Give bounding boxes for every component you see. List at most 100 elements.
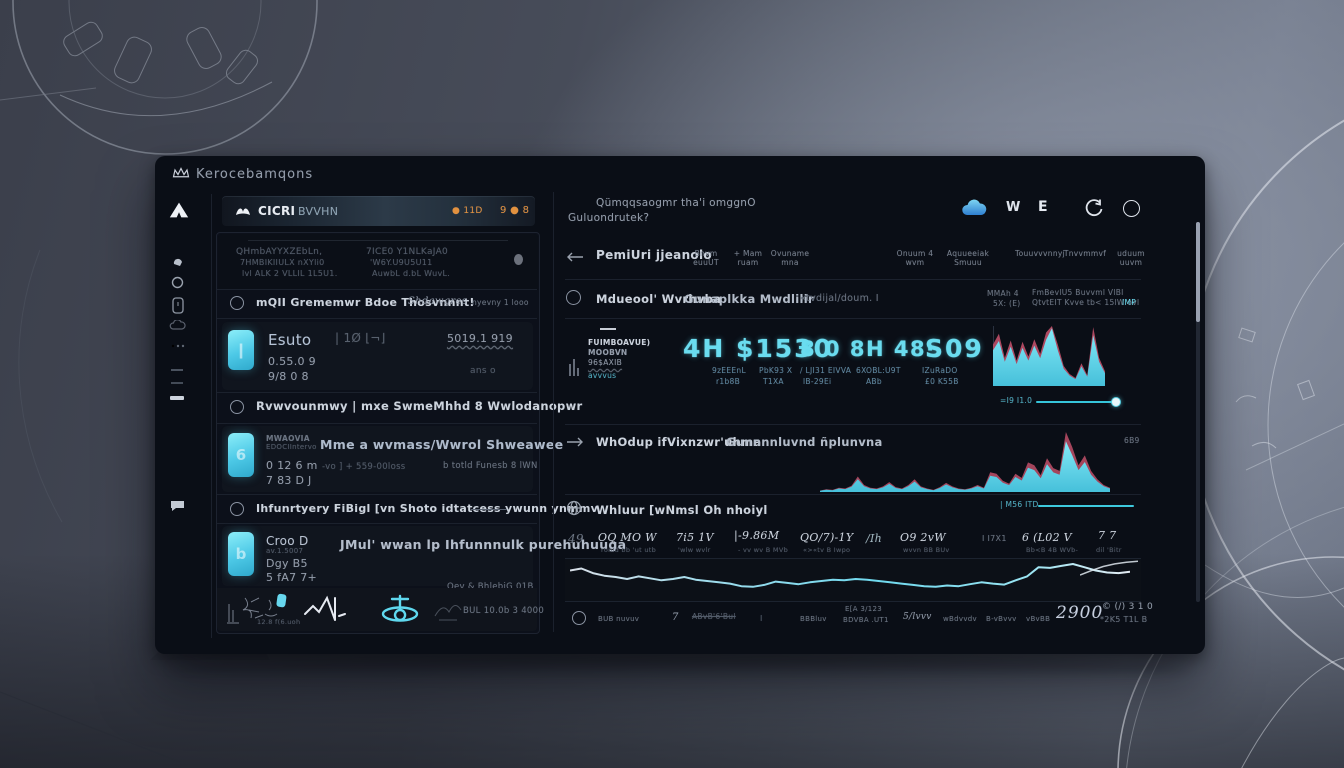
col-header-5[interactable]: Touuvvvnnyj (1014, 249, 1066, 258)
sidebar-item-circle-icon[interactable] (171, 276, 184, 289)
ministat-7-label: Bb<B 4B WVb- (1026, 546, 1079, 554)
back-arrow-icon[interactable] (566, 252, 584, 262)
row3-trailing-line (471, 509, 507, 510)
scrollbar-thumb[interactable] (1196, 222, 1200, 322)
row3-title[interactable]: Ihfunrtyery FiBigl [vn Shoto idtatcess y… (256, 502, 599, 515)
ministat-5-value: O9 2vW (900, 531, 946, 544)
footer-pair-top: E[A 3/123 (845, 605, 883, 613)
cloud-icon[interactable] (961, 199, 987, 217)
subrow-metric-b2: QtvtEIT Kvve tb< 15lW ovl (1032, 298, 1140, 307)
stat2-sub1a: / LJI31 EIVVA (800, 366, 852, 375)
list-row-3[interactable]: Ihfunrtyery FiBigl [vn Shoto idtatcess y… (217, 496, 598, 522)
subrow-note: «tvdijal/doum. I (800, 293, 879, 304)
table-title: PemiUri jjeanolo (596, 248, 712, 262)
col-header-2[interactable]: Ovuname mna (770, 249, 810, 267)
col-header-7[interactable]: uduum uuvm (1117, 249, 1145, 267)
left-footer-strip: 12.8 f(6.uoh BUL 10.0b 3 4000 (217, 588, 544, 631)
left-footer-meta: BUL 10.0b 3 4000 (463, 606, 545, 616)
list-row-1[interactable]: mQII Grememwr Bdoe Thosvnnnt! Shdawgres … (217, 290, 537, 317)
col-header-6[interactable]: Tnvvmmvf (1063, 249, 1107, 258)
sidebar-item-dots-icon[interactable] (171, 344, 185, 348)
footer-item-1: BUB nuvuv (598, 615, 640, 623)
stat-label-dash (600, 328, 616, 330)
profile-circle-icon[interactable] (1123, 200, 1140, 217)
preview-card[interactable]: QHmbAYYXZEbLn, 7HMBIKIIULX nXYli0 lvl AL… (218, 234, 538, 290)
search-bar[interactable]: CICRI BVVHN ● 11D 9 ● 8 (222, 196, 535, 226)
row3-legend-label: | M56 ITD (1000, 500, 1039, 509)
sidebar-item-dash2-icon[interactable] (171, 382, 183, 384)
search-badge-dots[interactable]: 9 ● 8 (500, 205, 530, 216)
nav-logo-icon[interactable] (168, 200, 190, 220)
col-header-0[interactable]: Bnvm euuUT (693, 249, 719, 267)
card3-name: Croo D (266, 534, 309, 548)
sidebar-item-active-icon[interactable] (170, 396, 184, 400)
preview-col2-line1: 7ICE0 Y1NLKaJA0 (366, 247, 449, 257)
preview-dot (514, 254, 523, 265)
sep (217, 494, 537, 495)
dashboard-window: Kerocebamqons CICRI BVVHN ● 11D 9 ● 8 QH… (155, 156, 1205, 654)
list-row-2[interactable]: Rvwvounmwy | mxe SwmeMhhd 8 Wwlodanopwr (217, 394, 582, 421)
ministat-5-label: wvvn BB BUv (903, 546, 950, 554)
search-query[interactable]: BVVHN (298, 205, 339, 218)
sep (565, 318, 1141, 319)
stat3-sub1a: IZuRaDO (922, 366, 958, 375)
faint-sketch-icon (434, 605, 462, 621)
row2-corner-value: 6B9 (1124, 436, 1140, 445)
app-card-1[interactable]: ❙ Esuto | 1Ø ⌊¬⌋ 0.55.0 9 9/8 0 8 5019.1… (222, 322, 533, 390)
row2-title[interactable]: WhOdup ifVixnzwr'uhma (596, 435, 762, 449)
app-card-3[interactable]: b Croo D av.1.5007 Dgy B5 5 fA7 7+ JMul'… (222, 526, 626, 586)
sidebar-item-blob-icon[interactable] (171, 255, 185, 267)
row1-radio-icon[interactable] (230, 296, 244, 310)
refresh-icon[interactable] (1083, 198, 1105, 218)
sidebar-item-device-icon[interactable] (172, 297, 184, 314)
stat2-sub2b: ABb (866, 377, 882, 386)
card3-value2: 5 fA7 7+ (266, 571, 318, 584)
right-header-line1: Qümqqsaogmr tha'i omggnO (596, 197, 756, 209)
subrow-name[interactable]: Mdueool' Wvrhvba (596, 292, 722, 306)
card1-value1: 0.55.0 9 (268, 355, 316, 368)
sep (217, 318, 537, 319)
row3-legend-line (1038, 505, 1134, 507)
scrollbar-track[interactable] (1196, 222, 1200, 602)
stat1-sub1b: r1b8B (716, 377, 741, 386)
sep (217, 423, 537, 424)
sep (565, 424, 1141, 425)
ministat-8-label: dil 'Bitr (1096, 546, 1122, 554)
forward-arrow-icon[interactable] (566, 437, 584, 447)
stat2-sub2a: 6XOBL:U9T (856, 366, 901, 375)
stat1-sub2b: T1XA (763, 377, 784, 386)
footer-circle-icon[interactable] (572, 611, 586, 625)
search-badge-count[interactable]: ● 11D (452, 206, 483, 216)
preview-col1-line1: QHmbAYYXZEbLn, (236, 247, 323, 257)
row3-title[interactable]: Whluur [wNmsl Oh nhoiyl (596, 503, 768, 517)
row2-subtitle: Gunnnnluvnd ñplunvna (726, 435, 883, 449)
col-header-3[interactable]: Onuum 4 wvm (896, 249, 934, 267)
sidebar-item-cloud-icon[interactable] (169, 320, 186, 331)
row3-radio-icon[interactable] (230, 502, 244, 516)
ai-logo-icon (304, 595, 346, 621)
sidebar-item-chat-icon[interactable] (170, 500, 185, 512)
subrow-category: Gunaplkka Mwdlilir (684, 292, 814, 306)
app-card-2[interactable]: 6 MWAOVIA EDOCIIntervo Mme a wvmass/Wwro… (222, 426, 563, 492)
row2-title[interactable]: Rvwvounmwy | mxe SwmeMhhd 8 Wwlodanopwr (256, 399, 583, 413)
sidebar-item-dash1-icon[interactable] (171, 369, 183, 371)
row2-radio-icon[interactable] (230, 400, 244, 414)
sep (217, 523, 537, 524)
slider-track[interactable] (1036, 401, 1116, 403)
subrow-radio-icon[interactable] (566, 290, 581, 305)
w-shortcut-icon[interactable]: W (1006, 200, 1021, 215)
col-header-1[interactable]: + Mam ruam (733, 249, 763, 267)
preview-topline (248, 240, 508, 241)
preview-col2-line3: AuwbL d.bL WuvL. (372, 269, 451, 278)
panel-reflection (170, 656, 1190, 682)
row1-meta: nyevny 1 looo (472, 298, 529, 307)
sep (565, 494, 1141, 495)
trend-line-chart (570, 563, 1130, 588)
sparkline-chart (993, 326, 1105, 386)
slider-knob[interactable] (1111, 397, 1121, 407)
card1-glyphs: | 1Ø ⌊¬⌋ (335, 331, 386, 345)
e-shortcut-icon[interactable]: E (1038, 199, 1048, 215)
row1-title[interactable]: mQII Grememwr Bdoe Thosvnnnt! (256, 296, 475, 309)
col-header-4[interactable]: Aquueeiak Smuuu (946, 249, 990, 267)
ministat-6-value: I I7X1 (982, 534, 1007, 543)
